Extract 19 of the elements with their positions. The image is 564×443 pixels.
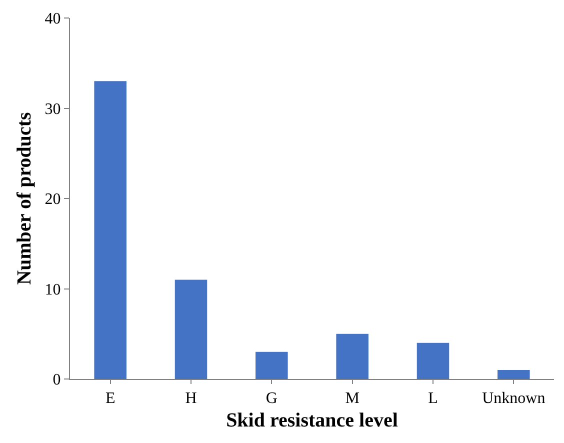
bar [498, 370, 530, 379]
bar [94, 81, 126, 379]
x-tick-label: L [428, 390, 438, 408]
bar [256, 352, 288, 379]
y-tick-label: 0 [52, 372, 61, 389]
bar [416, 342, 450, 379]
y-tick-label: 20 [44, 191, 61, 208]
x-tick-label: Unknown [482, 390, 546, 408]
x-axis-title: Skid resistance level [226, 410, 398, 432]
y-tick-label: 10 [44, 281, 61, 298]
x-tick-label: H [185, 390, 198, 408]
x-tick-label: G [266, 390, 278, 408]
y-tick-label: 40 [44, 10, 61, 28]
x-tick-label: E [105, 390, 116, 408]
bar [174, 280, 208, 379]
bar [336, 334, 368, 379]
y-axis-title: Number of products [13, 112, 36, 285]
y-tick-label: 30 [44, 100, 61, 118]
x-tick-label: M [345, 390, 360, 408]
